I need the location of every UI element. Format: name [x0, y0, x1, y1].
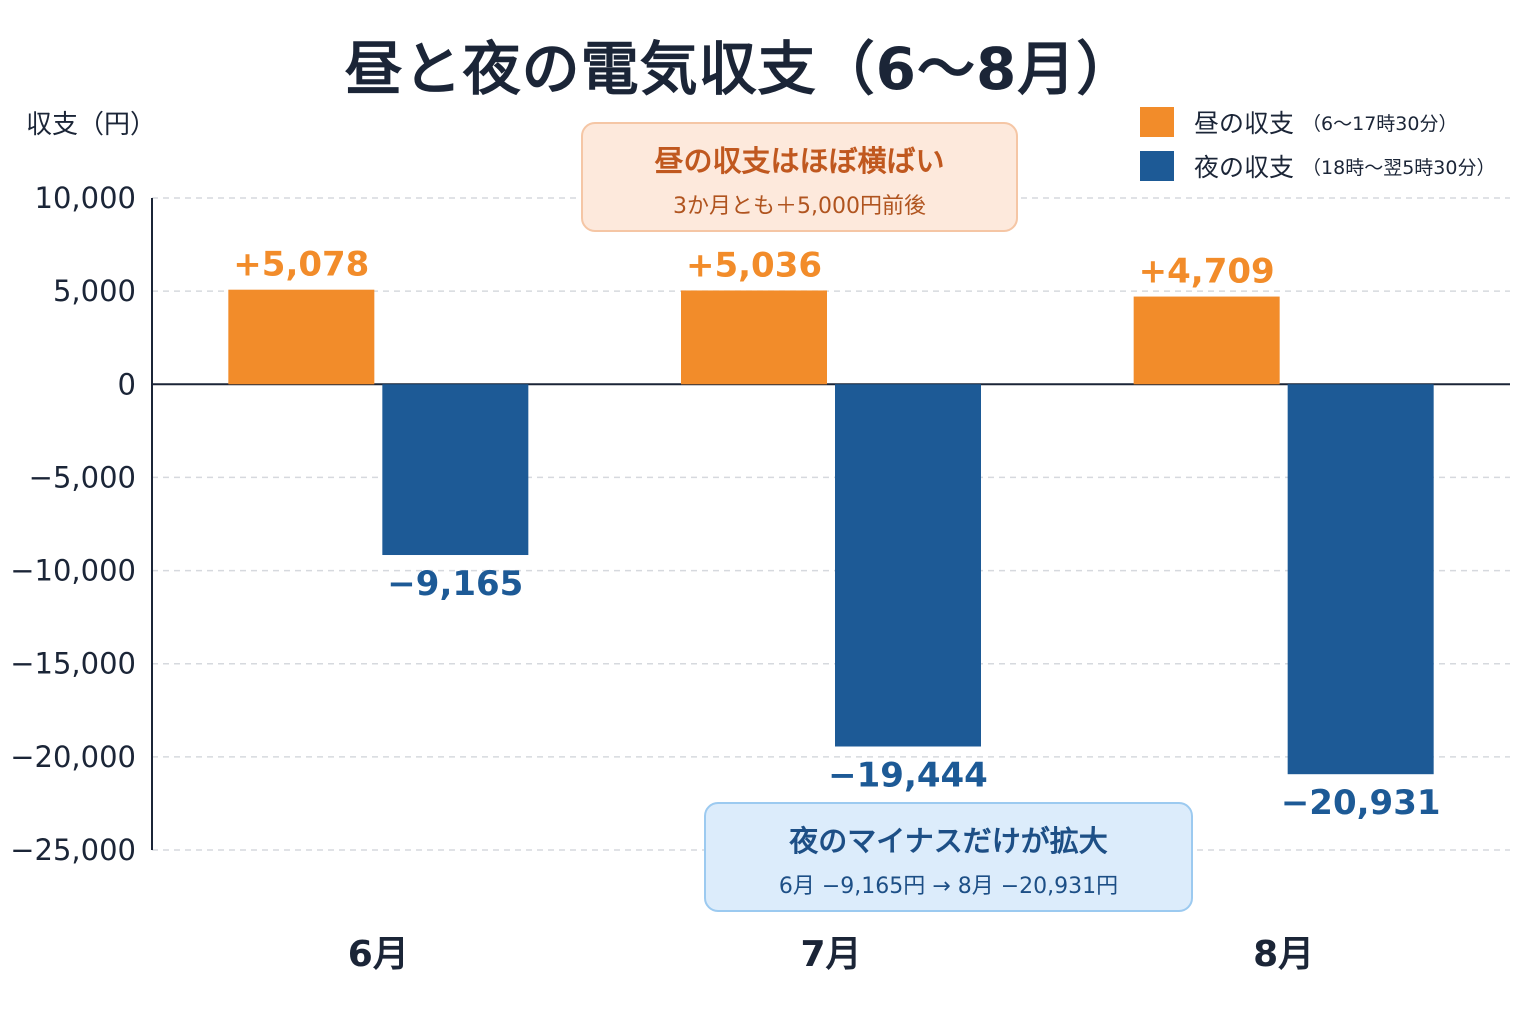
annotation-day: 昼の収支はほぼ横ばい 3か月とも＋5,000円前後 [581, 122, 1018, 232]
legend-swatch-night [1140, 151, 1174, 181]
night-data-label: −9,165 [387, 564, 523, 604]
legend: 昼の収支 （6〜17時30分） 夜の収支 （18時〜翌5時30分） [1140, 100, 1495, 188]
annotation-night: 夜のマイナスだけが拡大 6月 −9,165円 → 8月 −20,931円 [704, 802, 1193, 912]
annotation-day-text: 3か月とも＋5,000円前後 [673, 194, 926, 219]
night-bar-8 [1287, 384, 1434, 775]
y-tick-label: −20,000 [10, 740, 136, 774]
y-tick-label: 5,000 [53, 274, 136, 308]
annotation-night-title: 夜のマイナスだけが拡大 [789, 824, 1108, 858]
day-data-label: +5,078 [233, 245, 369, 285]
night-data-label: −19,444 [828, 755, 988, 795]
night-bar-7 [835, 384, 981, 747]
y-tick-label: 10,000 [35, 181, 136, 215]
x-tick-label: 8月 [1253, 934, 1314, 975]
night-data-label: −20,931 [1281, 783, 1441, 823]
legend-item-day: 昼の収支 （6〜17時30分） [1140, 100, 1495, 144]
x-tick-label: 7月 [800, 934, 861, 975]
y-tick-label: 0 [118, 367, 136, 401]
y-tick-label: −25,000 [10, 833, 136, 867]
day-bar-8 [1133, 296, 1280, 385]
y-tick-label: −5,000 [29, 460, 136, 494]
day-bar-7 [681, 290, 827, 385]
y-axis-label: 収支（円） [26, 110, 157, 140]
x-tick-label: 6月 [348, 934, 409, 975]
legend-label-night: 夜の収支 [1194, 153, 1295, 182]
day-data-label: +5,036 [686, 245, 822, 285]
annotation-day-title: 昼の収支はほぼ横ばい [654, 144, 945, 178]
day-data-label: +4,709 [1139, 252, 1275, 292]
night-bar-6 [382, 384, 529, 556]
legend-note-night: （18時〜翌5時30分） [1302, 156, 1496, 179]
legend-item-night: 夜の収支 （18時〜翌5時30分） [1140, 144, 1495, 188]
y-tick-label: −10,000 [10, 554, 136, 588]
legend-swatch-day [1140, 107, 1174, 137]
chart-title: 昼と夜の電気収支（6〜8月） [344, 35, 1136, 103]
legend-note-day: （6〜17時30分） [1302, 112, 1458, 135]
day-bar-6 [228, 289, 375, 385]
annotation-night-text: 6月 −9,165円 → 8月 −20,931円 [778, 874, 1119, 899]
legend-label-day: 昼の収支 [1194, 109, 1295, 138]
y-tick-label: −15,000 [10, 647, 136, 681]
